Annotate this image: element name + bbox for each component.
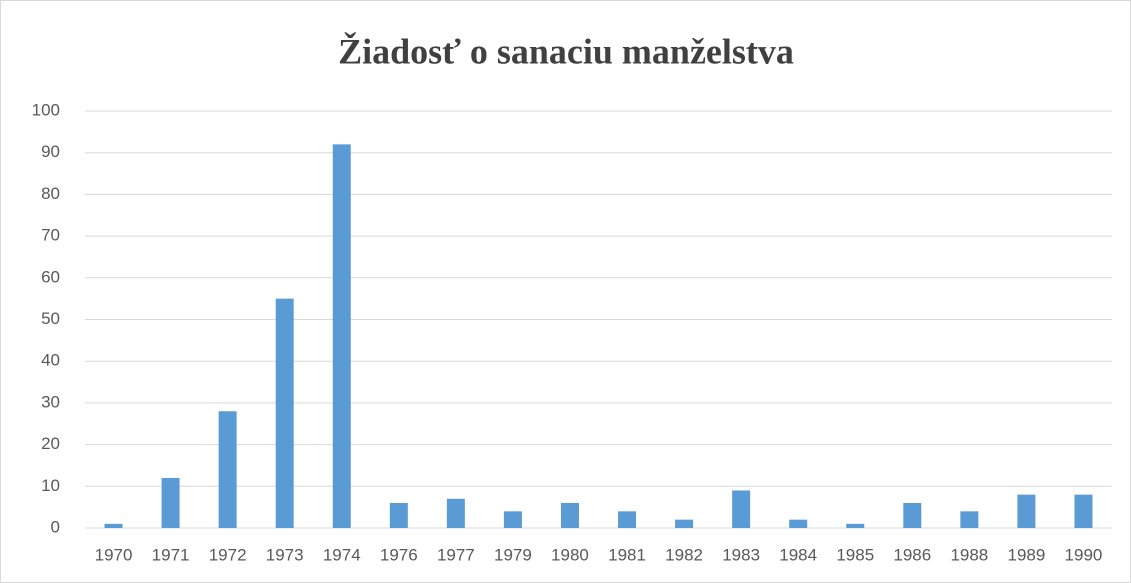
x-tick-label: 1983 [722,545,760,564]
x-tick-label: 1976 [380,545,418,564]
chart-title: Žiadosť o sanaciu manželstva [338,31,794,71]
bar [560,502,579,528]
y-tick-label: 30 [41,392,60,411]
y-tick-label: 100 [32,100,60,119]
y-tick-label: 90 [41,142,60,161]
x-tick-label: 1988 [950,545,988,564]
bar [675,519,694,528]
bar [1074,494,1093,528]
bar [618,511,637,528]
bar [960,511,979,528]
x-tick-label: 1979 [494,545,532,564]
x-tick-label: 1990 [1065,545,1103,564]
y-tick-label: 70 [41,226,60,245]
x-tick-label: 1981 [608,545,646,564]
bar [732,490,751,528]
bar [389,502,408,528]
bar [218,411,237,528]
bar [104,523,123,528]
x-tick-label: 1973 [266,545,304,564]
y-tick-label: 0 [51,517,60,536]
bar [789,519,808,528]
x-tick-label: 1986 [893,545,931,564]
bar [1017,494,1036,528]
y-tick-label: 50 [41,309,60,328]
bar [161,477,180,528]
bar [275,298,294,528]
y-tick-label: 80 [41,184,60,203]
y-tick-label: 40 [41,351,60,370]
x-tick-label: 1970 [95,545,133,564]
x-tick-label: 1971 [152,545,190,564]
bar [846,523,865,528]
bar [446,498,465,528]
bar [903,502,922,528]
x-tick-label: 1977 [437,545,475,564]
x-tick-label: 1982 [665,545,703,564]
y-tick-label: 20 [41,434,60,453]
x-tick-label: 1989 [1008,545,1046,564]
x-tick-label: 1980 [551,545,589,564]
y-tick-label: 60 [41,267,60,286]
bar [503,511,522,528]
x-tick-label: 1974 [323,545,361,564]
x-tick-label: 1984 [779,545,817,564]
bar [332,144,351,529]
x-tick-label: 1985 [836,545,874,564]
y-tick-label: 10 [41,476,60,495]
x-tick-label: 1972 [209,545,247,564]
